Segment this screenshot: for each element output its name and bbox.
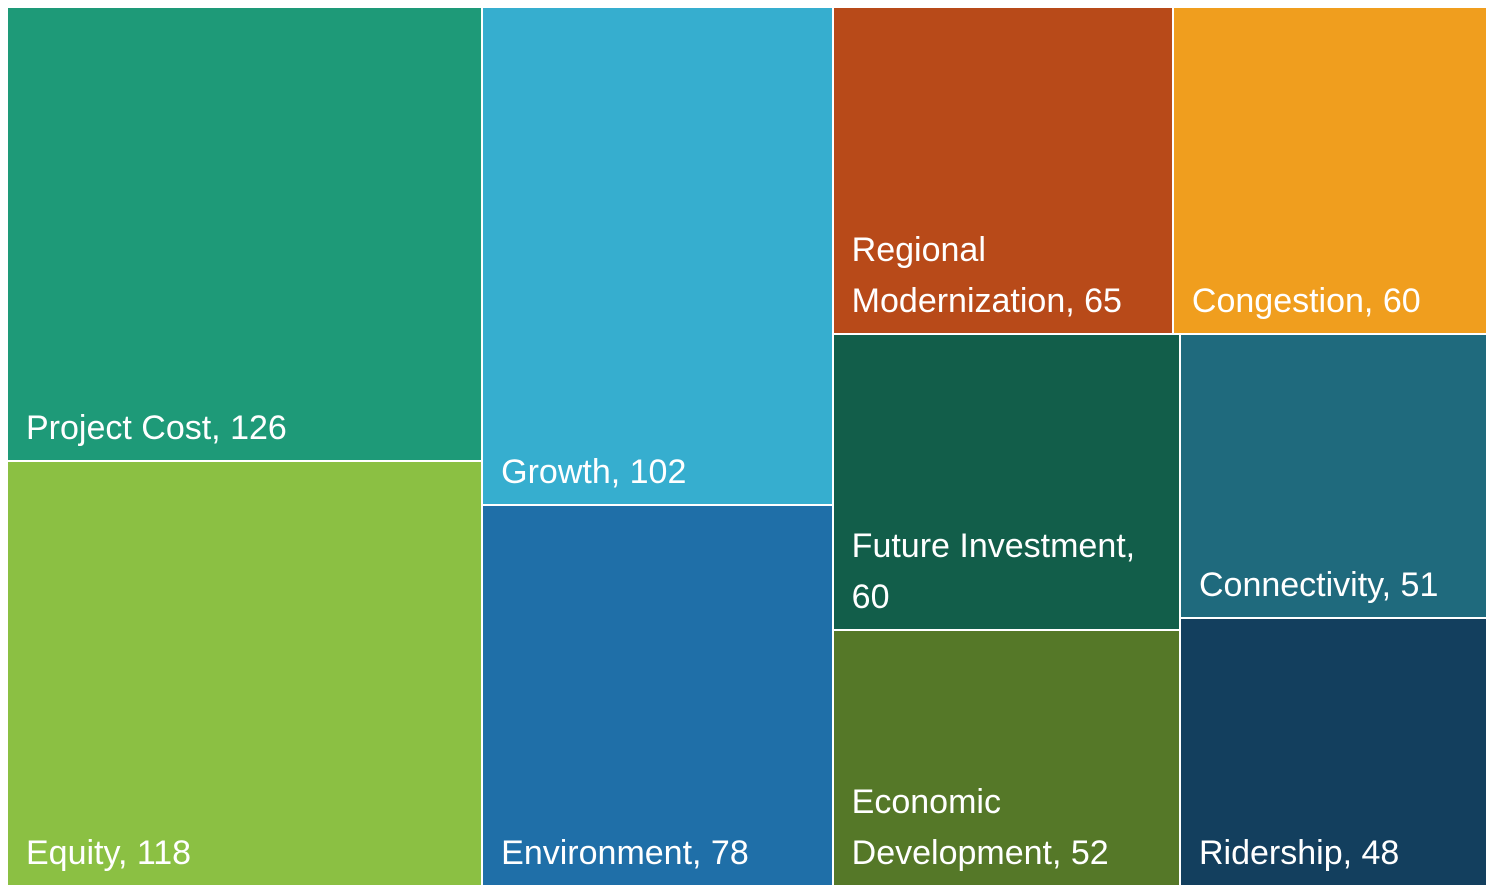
cell-label: Project Cost, 126 xyxy=(26,408,287,447)
treemap-cell: Economic Development, 52 xyxy=(832,629,1180,886)
treemap-cell: Connectivity, 51 xyxy=(1179,334,1487,619)
cell-label: Economic Development, 52 xyxy=(851,782,1109,872)
treemap-cell: Congestion, 60 xyxy=(1172,7,1487,334)
cell-label: Ridership, 48 xyxy=(1198,833,1400,872)
treemap-cell: Growth, 102 xyxy=(482,7,833,506)
cell-label: Equity, 118 xyxy=(26,833,192,872)
cell-label: Congestion, 60 xyxy=(1191,282,1421,320)
treemap-cell: Future Investment, 60 xyxy=(832,334,1180,630)
treemap-cell: Ridership, 48 xyxy=(1179,618,1487,886)
cell-label: Regional Modernization, 65 xyxy=(851,231,1122,320)
treemap-cell: Equity, 118 xyxy=(7,460,483,886)
cell-label: Future Investment, 60 xyxy=(851,526,1136,616)
treemap-cell: Regional Modernization, 65 xyxy=(832,7,1173,334)
cell-label: Connectivity, 51 xyxy=(1198,566,1439,605)
cell-label: Environment, 78 xyxy=(501,833,749,872)
cell-label: Growth, 102 xyxy=(501,453,687,492)
treemap-cell: Project Cost, 126 xyxy=(7,7,483,461)
treemap-cell: Environment, 78 xyxy=(482,505,833,886)
